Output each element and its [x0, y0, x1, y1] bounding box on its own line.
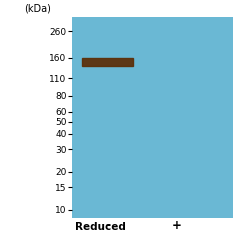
Text: Reduced: Reduced — [75, 222, 126, 232]
Text: +: + — [172, 219, 181, 232]
Bar — [82, 58, 133, 66]
Text: (kDa): (kDa) — [24, 4, 51, 14]
Bar — [72, 17, 233, 218]
Text: -: - — [105, 219, 110, 232]
